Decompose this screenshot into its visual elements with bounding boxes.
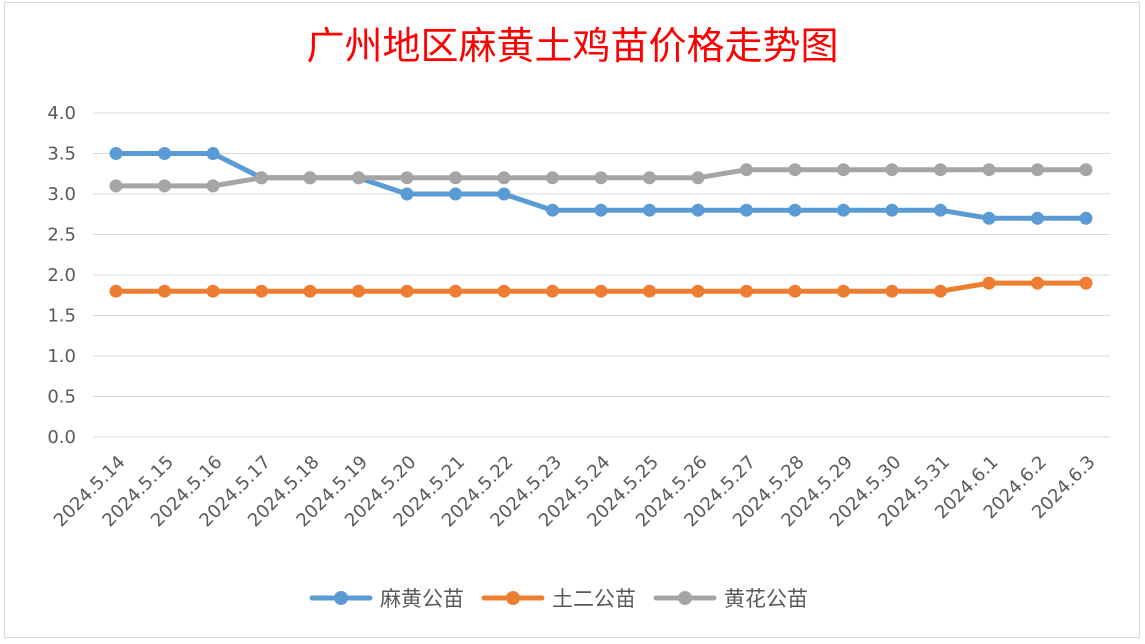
y-tick-label: 3.5 xyxy=(47,144,76,165)
data-point-3 xyxy=(255,171,268,185)
data-point-3 xyxy=(1079,163,1093,177)
data-point-1 xyxy=(788,203,802,217)
data-point-2 xyxy=(885,284,899,298)
legend-label-2: 土二公苗 xyxy=(552,587,636,611)
data-point-2 xyxy=(303,284,317,298)
chart-frame xyxy=(4,2,1140,638)
data-point-2 xyxy=(1031,276,1044,290)
data-point-2 xyxy=(546,284,559,298)
y-tick-label: 4.0 xyxy=(47,103,76,124)
data-point-2 xyxy=(691,284,705,298)
data-point-1 xyxy=(206,147,220,160)
legend-marker-1 xyxy=(334,591,348,605)
y-tick-label: 2.5 xyxy=(47,225,76,246)
data-point-3 xyxy=(400,171,414,185)
data-point-1 xyxy=(934,203,947,217)
data-point-2 xyxy=(400,284,414,298)
data-point-2 xyxy=(206,284,220,298)
y-tick-label: 0.0 xyxy=(47,427,76,448)
data-point-3 xyxy=(691,171,705,185)
y-tick-label: 2.0 xyxy=(47,265,76,286)
data-point-3 xyxy=(594,171,608,185)
legend-label-3: 黄花公苗 xyxy=(724,587,808,611)
data-point-2 xyxy=(788,284,802,298)
data-point-3 xyxy=(837,163,850,177)
y-tick-label: 1.5 xyxy=(47,306,76,327)
data-point-3 xyxy=(643,171,656,185)
data-point-2 xyxy=(643,284,656,298)
data-point-3 xyxy=(109,179,123,193)
data-point-1 xyxy=(1031,211,1044,225)
data-point-1 xyxy=(885,203,899,217)
y-tick-label: 3.0 xyxy=(47,184,76,205)
data-point-3 xyxy=(740,163,753,177)
data-point-1 xyxy=(740,203,753,217)
data-point-3 xyxy=(158,179,171,193)
data-point-2 xyxy=(497,284,511,298)
data-point-2 xyxy=(449,284,462,298)
legend-marker-2 xyxy=(506,591,520,605)
data-point-1 xyxy=(400,187,414,201)
data-point-3 xyxy=(546,171,559,185)
data-point-1 xyxy=(497,187,511,201)
data-point-1 xyxy=(109,147,123,160)
data-point-1 xyxy=(837,203,850,217)
data-point-2 xyxy=(982,276,996,290)
y-tick-label: 0.5 xyxy=(47,387,76,408)
data-point-2 xyxy=(594,284,608,298)
data-point-3 xyxy=(788,163,802,177)
data-point-3 xyxy=(206,179,220,193)
data-point-1 xyxy=(691,203,705,217)
data-point-2 xyxy=(934,284,947,298)
data-point-1 xyxy=(982,211,996,225)
data-point-1 xyxy=(1079,211,1093,225)
y-tick-label: 1.0 xyxy=(47,346,76,367)
legend-marker-3 xyxy=(678,591,692,605)
data-point-3 xyxy=(352,171,365,185)
data-point-3 xyxy=(303,171,317,185)
data-point-2 xyxy=(1079,276,1093,290)
data-point-2 xyxy=(837,284,850,298)
data-point-3 xyxy=(982,163,996,177)
data-point-1 xyxy=(546,203,559,217)
data-point-3 xyxy=(449,171,462,185)
data-point-1 xyxy=(449,187,462,201)
data-point-3 xyxy=(885,163,899,177)
data-point-1 xyxy=(158,147,171,160)
data-point-1 xyxy=(643,203,656,217)
data-point-3 xyxy=(934,163,947,177)
data-point-3 xyxy=(1031,163,1044,177)
legend-label-1: 麻黄公苗 xyxy=(380,587,464,611)
data-point-2 xyxy=(158,284,171,298)
data-point-2 xyxy=(255,284,268,298)
chart-title: 广州地区麻黄土鸡苗价格走势图 xyxy=(306,24,839,68)
data-point-3 xyxy=(497,171,511,185)
data-point-1 xyxy=(594,203,608,217)
data-point-2 xyxy=(109,284,123,298)
data-point-2 xyxy=(352,284,365,298)
data-point-2 xyxy=(740,284,753,298)
